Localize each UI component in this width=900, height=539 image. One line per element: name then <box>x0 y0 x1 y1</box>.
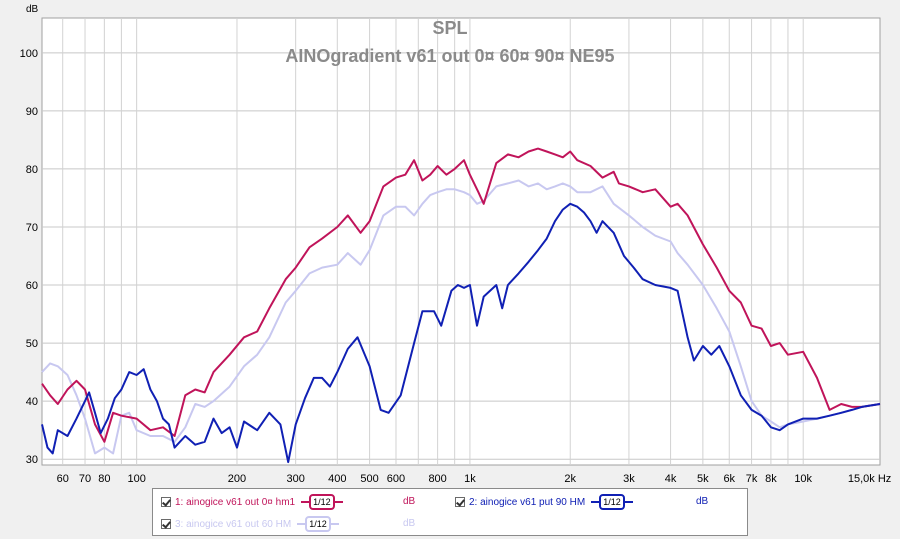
series-line-3 <box>41 179 881 455</box>
y-tick-labels: 30 40 50 60 70 80 90 100 <box>20 48 38 466</box>
legend-label: 1: ainogice v61 out 0¤ hm1 <box>175 496 296 508</box>
y-tick-label: 30 <box>26 454 38 466</box>
y-tick-label: 90 <box>26 106 38 118</box>
x-tick-label: 70 <box>79 473 91 485</box>
x-tick-label: 300 <box>286 473 304 485</box>
checkbox-icon[interactable] <box>455 497 465 507</box>
series-line-1 <box>41 147 881 443</box>
smoothing-indicator[interactable]: 1/12 <box>297 516 339 532</box>
smoothing-indicator[interactable]: 1/12 <box>591 494 633 510</box>
legend-unit: dB <box>403 518 416 529</box>
x-tick-label: 15,0k Hz <box>848 473 891 485</box>
checkbox-icon[interactable] <box>161 497 171 507</box>
legend: 1: ainogice v61 out 0¤ hm1 1/12 dB 2: ai… <box>152 488 748 536</box>
plot-area <box>41 17 881 466</box>
x-tick-label: 8k <box>765 473 777 485</box>
series-line-2 <box>41 202 881 464</box>
x-tick-label: 800 <box>428 473 446 485</box>
x-tick-label: 400 <box>328 473 346 485</box>
x-tick-label: 200 <box>228 473 246 485</box>
checkbox-icon[interactable] <box>161 519 171 529</box>
y-axis-label: dB <box>26 4 39 15</box>
y-tick-label: 80 <box>26 164 38 176</box>
smoothing-label: 1/12 <box>599 494 625 510</box>
smoothing-label: 1/12 <box>305 516 331 532</box>
x-tick-label: 600 <box>387 473 405 485</box>
legend-unit: dB <box>696 496 709 507</box>
x-tick-labels: 60 70 80 100 200 300 400 500 600 800 1k 2k 3k 4k 5k 6k 7… <box>57 473 892 485</box>
y-tick-label: 70 <box>26 222 38 234</box>
legend-entry-2[interactable]: 2: ainogice v61 put 90 HM 1/12 <box>455 493 633 511</box>
chart-subtitle: AINOgradient v61 out 0¤ 60¤ 90¤ NE95 <box>285 46 614 66</box>
x-tick-label: 500 <box>360 473 378 485</box>
x-tick-label: 1k <box>464 473 476 485</box>
chart-title: SPL <box>432 18 467 38</box>
legend-entry-1[interactable]: 1: ainogice v61 out 0¤ hm1 1/12 <box>161 493 343 511</box>
x-tick-label: 5k <box>697 473 709 485</box>
y-tick-label: 50 <box>26 338 38 350</box>
y-gridlines <box>42 52 880 460</box>
legend-unit: dB <box>403 496 416 507</box>
y-tick-label: 100 <box>20 48 38 60</box>
x-tick-label: 80 <box>98 473 110 485</box>
x-tick-label: 3k <box>623 473 635 485</box>
y-tick-label: 60 <box>26 280 38 292</box>
y-tick-label: 40 <box>26 396 38 408</box>
x-tick-label: 7k <box>746 473 758 485</box>
x-tick-label: 4k <box>665 473 677 485</box>
series-layer <box>41 147 881 464</box>
smoothing-label: 1/12 <box>309 494 335 510</box>
smoothing-indicator[interactable]: 1/12 <box>301 494 343 510</box>
legend-label: 2: ainogice v61 put 90 HM <box>469 496 586 508</box>
x-tick-label: 60 <box>57 473 69 485</box>
legend-label: 3: ainogice v61 out 60 HM <box>175 518 292 530</box>
x-tick-label: 6k <box>723 473 735 485</box>
x-tick-label: 100 <box>127 473 145 485</box>
x-tick-label: 2k <box>564 473 576 485</box>
x-tick-label: 10k <box>794 473 812 485</box>
legend-entry-3[interactable]: 3: ainogice v61 out 60 HM 1/12 <box>161 515 339 533</box>
